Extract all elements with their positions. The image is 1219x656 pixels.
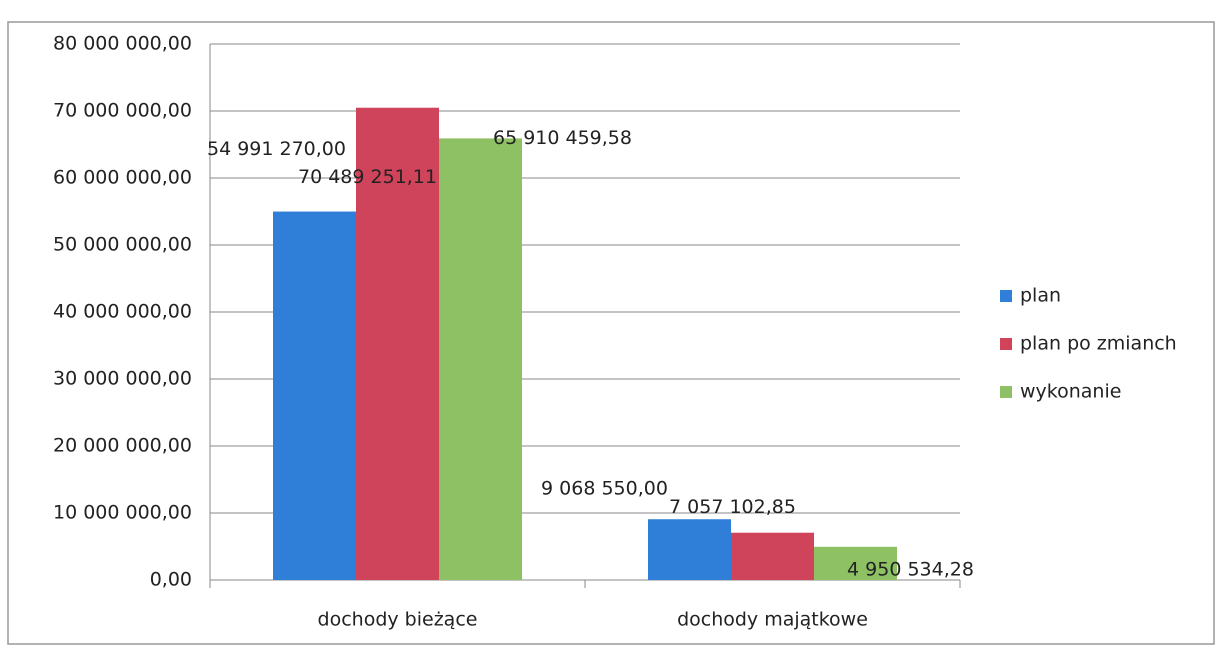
chart-frame — [7, 21, 1215, 645]
x-tick-label: dochody bieżące — [318, 609, 478, 631]
legend-label: plan po zmianch — [1020, 333, 1177, 355]
x-tick-label: dochody majątkowe — [677, 609, 868, 631]
data-label: 65 910 459,58 — [493, 127, 632, 149]
data-label: 9 068 550,00 — [541, 478, 668, 500]
bar — [439, 138, 522, 581]
y-tick-label: 30 000 000,00 — [53, 368, 192, 390]
data-label: 4 950 534,28 — [847, 558, 974, 580]
data-label: 7 057 102,85 — [669, 496, 796, 518]
bar — [273, 211, 356, 581]
y-tick-label: 50 000 000,00 — [53, 234, 192, 256]
y-tick-label: 40 000 000,00 — [53, 301, 192, 323]
y-tick-label: 10 000 000,00 — [53, 502, 192, 524]
bar — [731, 532, 814, 580]
legend-swatch — [1000, 338, 1012, 350]
data-label: 54 991 270,00 — [207, 138, 346, 160]
y-tick-label: 20 000 000,00 — [53, 435, 192, 457]
y-tick-label: 60 000 000,00 — [53, 167, 192, 189]
legend-label: wykonanie — [1020, 381, 1121, 403]
legend-swatch — [1000, 386, 1012, 398]
bar — [648, 519, 731, 580]
legend-label: plan — [1020, 285, 1061, 307]
y-tick-label: 70 000 000,00 — [53, 100, 192, 122]
data-label: 70 489 251,11 — [298, 166, 437, 188]
bar — [356, 107, 439, 580]
bar — [814, 546, 897, 580]
legend-swatch — [1000, 290, 1012, 302]
y-tick-label: 80 000 000,00 — [53, 33, 192, 55]
y-tick-label: 0,00 — [150, 569, 192, 591]
